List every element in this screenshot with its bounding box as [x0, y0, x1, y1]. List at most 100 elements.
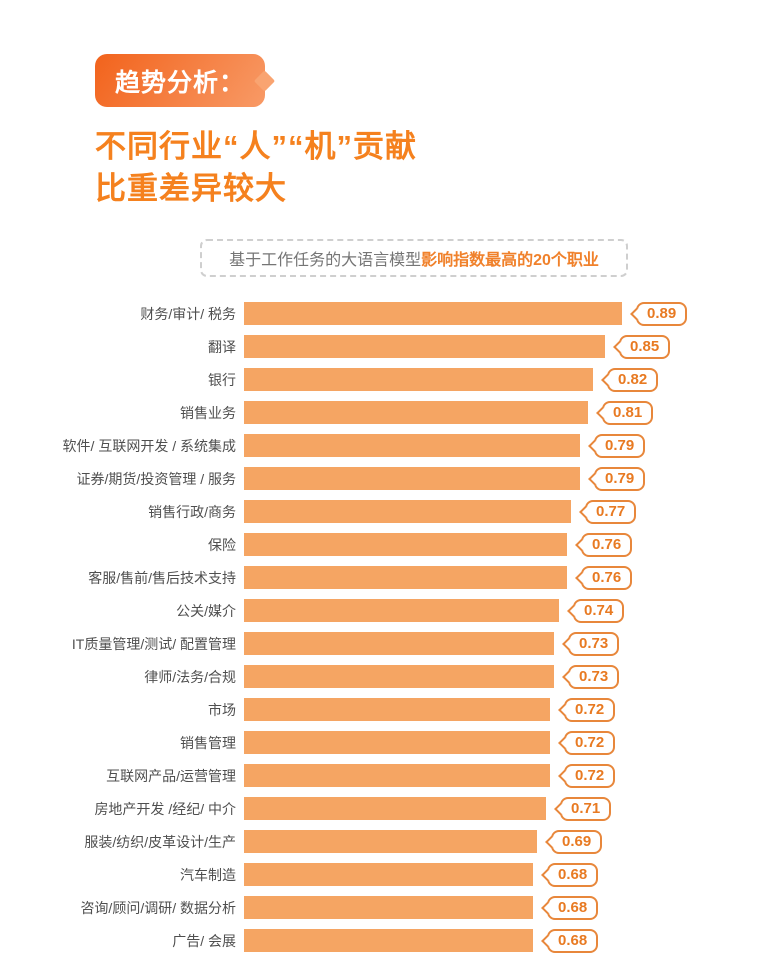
chart-row: 销售业务 0.81 [0, 396, 770, 429]
value-label: 0.72 [575, 733, 605, 751]
value-badge: 0.68 [541, 862, 599, 887]
badge-tail-icon [579, 505, 592, 518]
bar [244, 731, 550, 754]
bar-label: 广告/ 会展 [172, 932, 236, 949]
badge-tail-icon [541, 901, 554, 914]
bar-label: 银行 [208, 371, 236, 388]
chart-row: 律师/法务/合规 0.73 [0, 660, 770, 693]
badge-tail-icon [554, 802, 567, 815]
bubble-tail-icon [253, 69, 276, 92]
bar [244, 797, 546, 820]
bar-label: 财务/审计/ 税务 [140, 305, 236, 322]
bar-label: 房地产开发 /经纪/ 中介 [94, 800, 236, 817]
value-badge: 0.79 [588, 466, 646, 491]
value-label: 0.71 [571, 799, 601, 817]
bar [244, 632, 554, 655]
value-badge: 0.68 [541, 928, 599, 953]
bar [244, 599, 559, 622]
badge-tail-icon [575, 571, 588, 584]
bar-label: 汽车制造 [180, 866, 236, 883]
chart-row: 销售管理 0.72 [0, 726, 770, 759]
chart-row: 市场 0.72 [0, 693, 770, 726]
chart-subtitle-highlight: 影响指数最高的20个职业 [421, 252, 599, 269]
value-badge: 0.69 [545, 829, 603, 854]
chart-row: 广告/ 会展 0.68 [0, 924, 770, 957]
value-label: 0.73 [579, 667, 609, 685]
bar-label: 销售业务 [180, 404, 236, 421]
value-label: 0.85 [630, 337, 660, 355]
value-label: 0.79 [605, 469, 635, 487]
value-badge: 0.73 [562, 631, 620, 656]
badge-tail-icon [558, 769, 571, 782]
header-tag-label: 趋势分析： [114, 68, 245, 97]
bar [244, 566, 567, 589]
bar-label: 客服/售前/售后技术支持 [88, 569, 236, 586]
chart-row: IT质量管理/测试/ 配置管理 0.73 [0, 627, 770, 660]
bar-label: 保险 [208, 536, 236, 553]
bar-label: 软件/ 互联网开发 / 系统集成 [62, 437, 236, 454]
badge-tail-icon [575, 538, 588, 551]
bar-label: 市场 [208, 701, 236, 718]
value-label: 0.89 [647, 304, 677, 322]
bar-label: 互联网产品/运营管理 [106, 767, 236, 784]
header-tag-badge: 趋势分析： [95, 54, 276, 107]
chart-row: 证券/期货/投资管理 / 服务 0.79 [0, 462, 770, 495]
badge-tail-icon [558, 703, 571, 716]
bar [244, 434, 580, 457]
bar-label: 翻译 [208, 338, 236, 355]
chart-row: 财务/审计/ 税务 0.89 [0, 297, 770, 330]
value-badge: 0.72 [558, 763, 616, 788]
chart-row: 服装/纺织/皮革设计/生产 0.69 [0, 825, 770, 858]
value-label: 0.81 [613, 403, 643, 421]
chart-row: 销售行政/商务 0.77 [0, 495, 770, 528]
bar-label: IT质量管理/测试/ 配置管理 [71, 635, 236, 652]
bar [244, 368, 593, 391]
bar [244, 929, 533, 952]
value-label: 0.72 [575, 766, 605, 784]
bar-label: 服装/纺织/皮革设计/生产 [84, 833, 236, 850]
chart-row: 互联网产品/运营管理 0.72 [0, 759, 770, 792]
value-badge: 0.82 [601, 367, 659, 392]
value-badge: 0.68 [541, 895, 599, 920]
badge-tail-icon [601, 373, 614, 386]
value-label: 0.79 [605, 436, 635, 454]
chart-row: 房地产开发 /经纪/ 中介 0.71 [0, 792, 770, 825]
bar-label: 销售管理 [180, 734, 236, 751]
bar [244, 302, 622, 325]
bar [244, 335, 605, 358]
bar [244, 863, 533, 886]
badge-tail-icon [562, 637, 575, 650]
bar [244, 698, 550, 721]
value-label: 0.72 [575, 700, 605, 718]
value-label: 0.69 [562, 832, 592, 850]
bar-chart: 财务/审计/ 税务 0.89 翻译 0.85 银行 0.82 销售业务 0.81 软件/ 互联网… [0, 297, 770, 957]
value-label: 0.73 [579, 634, 609, 652]
value-badge: 0.73 [562, 664, 620, 689]
bar [244, 830, 537, 853]
page-title-line1: 不同行业“人”“机”贡献 [95, 129, 417, 164]
page-title: 不同行业“人”“机”贡献 比重差异较大 [95, 126, 417, 210]
value-label: 0.68 [558, 865, 588, 883]
badge-tail-icon [596, 406, 609, 419]
value-label: 0.68 [558, 898, 588, 916]
chart-row: 保险 0.76 [0, 528, 770, 561]
bar-label: 律师/法务/合规 [144, 668, 236, 685]
badge-tail-icon [541, 934, 554, 947]
value-label: 0.76 [592, 535, 622, 553]
value-label: 0.77 [596, 502, 626, 520]
chart-subtitle-box: 基于工作任务的大语言模型 影响指数最高的20个职业 [200, 239, 628, 277]
value-badge: 0.85 [613, 334, 671, 359]
badge-tail-icon [558, 736, 571, 749]
value-label: 0.76 [592, 568, 622, 586]
chart-row: 咨询/顾问/调研/ 数据分析 0.68 [0, 891, 770, 924]
bar [244, 401, 588, 424]
chart-row: 客服/售前/售后技术支持 0.76 [0, 561, 770, 594]
chart-row: 汽车制造 0.68 [0, 858, 770, 891]
value-label: 0.82 [618, 370, 648, 388]
badge-tail-icon [588, 472, 601, 485]
value-badge: 0.71 [554, 796, 612, 821]
chart-row: 翻译 0.85 [0, 330, 770, 363]
value-badge: 0.74 [567, 598, 625, 623]
badge-tail-icon [541, 868, 554, 881]
